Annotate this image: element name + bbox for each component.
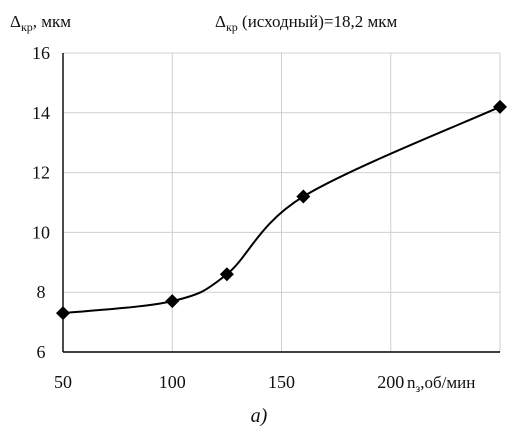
- data-point-125: [219, 267, 234, 282]
- y-axis-label-subscript: кр: [21, 20, 33, 34]
- x-tick-label-150: 150: [268, 372, 295, 392]
- series-line: [62, 105, 501, 315]
- chart-title: Δкр (исходный)=18,2 мкм: [215, 12, 398, 34]
- x-axis-label-subscript: з: [416, 381, 421, 395]
- x-axis-label: nз,об/мин: [407, 373, 475, 395]
- data-point-250: [493, 99, 507, 114]
- data-series: [56, 99, 507, 321]
- chart-title-rest: (исходный)=18,2 мкм: [238, 12, 398, 31]
- x-axis-label-symbol: n: [407, 373, 416, 392]
- tick-labels: 6 8 10 12 14 16 50 100 150 200: [32, 43, 404, 392]
- x-axis-label-unit: ,об/мин: [420, 373, 475, 392]
- x-tick-label-100: 100: [159, 372, 186, 392]
- data-point-100: [165, 294, 180, 309]
- x-tick-label-200: 200: [377, 372, 404, 392]
- data-point-50: [56, 306, 70, 321]
- x-tick-label-50: 50: [54, 372, 72, 392]
- y-tick-label-16: 16: [32, 43, 50, 63]
- data-point-160: [296, 189, 311, 204]
- y-tick-label-10: 10: [32, 222, 50, 242]
- y-axis-label-symbol: Δ: [10, 12, 21, 31]
- y-axis-label-unit: , мкм: [33, 12, 72, 31]
- grid-lines: [63, 52, 501, 352]
- chart-title-subscript: кр: [226, 20, 238, 34]
- y-tick-label-8: 8: [37, 282, 46, 302]
- y-tick-label-12: 12: [32, 163, 50, 183]
- axes: [62, 53, 500, 353]
- y-tick-label-14: 14: [32, 103, 50, 123]
- y-axis-label: Δкр, мкм: [10, 12, 71, 34]
- figure-caption: а): [251, 405, 268, 427]
- y-tick-label-6: 6: [37, 342, 46, 362]
- chart-title-symbol: Δ: [215, 12, 226, 31]
